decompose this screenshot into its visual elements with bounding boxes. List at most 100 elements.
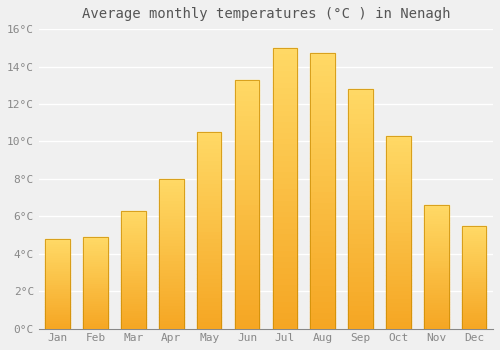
Bar xyxy=(348,238,373,243)
Bar xyxy=(462,234,486,236)
Bar xyxy=(121,230,146,232)
Bar xyxy=(386,163,410,167)
Bar xyxy=(310,81,335,86)
Bar xyxy=(462,323,486,325)
Bar xyxy=(121,296,146,298)
Bar xyxy=(84,279,108,281)
Bar xyxy=(386,302,410,306)
Bar xyxy=(46,284,70,286)
Bar xyxy=(272,54,297,59)
Bar xyxy=(46,327,70,329)
Bar xyxy=(272,115,297,121)
Bar xyxy=(272,216,297,222)
Bar xyxy=(159,266,184,269)
Bar xyxy=(121,265,146,267)
Bar xyxy=(46,246,70,248)
Bar xyxy=(348,99,373,103)
Bar xyxy=(84,274,108,276)
Bar xyxy=(234,134,260,139)
Bar xyxy=(424,218,448,220)
Bar xyxy=(159,302,184,305)
Bar xyxy=(462,230,486,232)
Bar xyxy=(46,252,70,253)
Bar xyxy=(272,239,297,245)
Bar xyxy=(46,266,70,268)
Bar xyxy=(310,103,335,108)
Bar xyxy=(121,216,146,218)
Bar xyxy=(197,207,222,211)
Bar xyxy=(197,270,222,274)
Bar xyxy=(424,314,448,316)
Bar xyxy=(197,195,222,199)
Bar xyxy=(348,243,373,247)
Bar xyxy=(46,243,70,244)
Bar xyxy=(121,246,146,248)
Bar xyxy=(272,289,297,295)
Bar xyxy=(462,228,486,230)
Bar xyxy=(272,222,297,228)
Bar xyxy=(310,252,335,257)
Bar xyxy=(424,208,448,210)
Bar xyxy=(272,267,297,273)
Bar xyxy=(121,267,146,270)
Bar xyxy=(386,221,410,225)
Bar xyxy=(46,239,70,329)
Bar xyxy=(234,114,260,120)
Bar xyxy=(159,284,184,287)
Bar xyxy=(348,204,373,209)
Bar xyxy=(272,144,297,149)
Bar xyxy=(46,262,70,264)
Bar xyxy=(84,283,108,285)
Bar xyxy=(462,244,486,246)
Bar xyxy=(234,204,260,209)
Bar xyxy=(424,245,448,247)
Bar xyxy=(121,317,146,320)
Bar xyxy=(424,321,448,324)
Bar xyxy=(234,145,260,149)
Bar xyxy=(121,232,146,234)
Bar xyxy=(462,246,486,248)
Bar xyxy=(424,292,448,294)
Bar xyxy=(386,136,410,329)
Bar xyxy=(272,323,297,329)
Bar xyxy=(272,126,297,132)
Bar xyxy=(386,317,410,321)
Bar xyxy=(424,316,448,319)
Bar xyxy=(197,301,222,305)
Bar xyxy=(462,318,486,321)
Bar xyxy=(386,252,410,255)
Bar xyxy=(121,237,146,239)
Bar xyxy=(234,319,260,324)
Bar xyxy=(386,279,410,282)
Bar xyxy=(310,54,335,59)
Bar xyxy=(234,224,260,229)
Bar xyxy=(197,278,222,282)
Bar xyxy=(272,160,297,166)
Bar xyxy=(121,260,146,263)
Bar xyxy=(424,257,448,260)
Bar xyxy=(84,303,108,305)
Bar xyxy=(310,268,335,274)
Bar xyxy=(84,259,108,261)
Bar xyxy=(84,325,108,327)
Bar xyxy=(386,213,410,217)
Bar xyxy=(234,214,260,219)
Bar xyxy=(348,103,373,108)
Bar xyxy=(310,318,335,323)
Bar xyxy=(272,205,297,211)
Bar xyxy=(84,278,108,279)
Bar xyxy=(84,323,108,325)
Bar xyxy=(46,320,70,322)
Bar xyxy=(84,318,108,320)
Bar xyxy=(159,182,184,185)
Bar xyxy=(159,230,184,233)
Bar xyxy=(386,298,410,302)
Bar xyxy=(159,281,184,284)
Bar xyxy=(462,236,486,238)
Bar xyxy=(424,220,448,223)
Bar xyxy=(159,263,184,266)
Bar xyxy=(462,242,486,244)
Bar xyxy=(159,326,184,329)
Bar xyxy=(310,180,335,186)
Bar xyxy=(462,306,486,308)
